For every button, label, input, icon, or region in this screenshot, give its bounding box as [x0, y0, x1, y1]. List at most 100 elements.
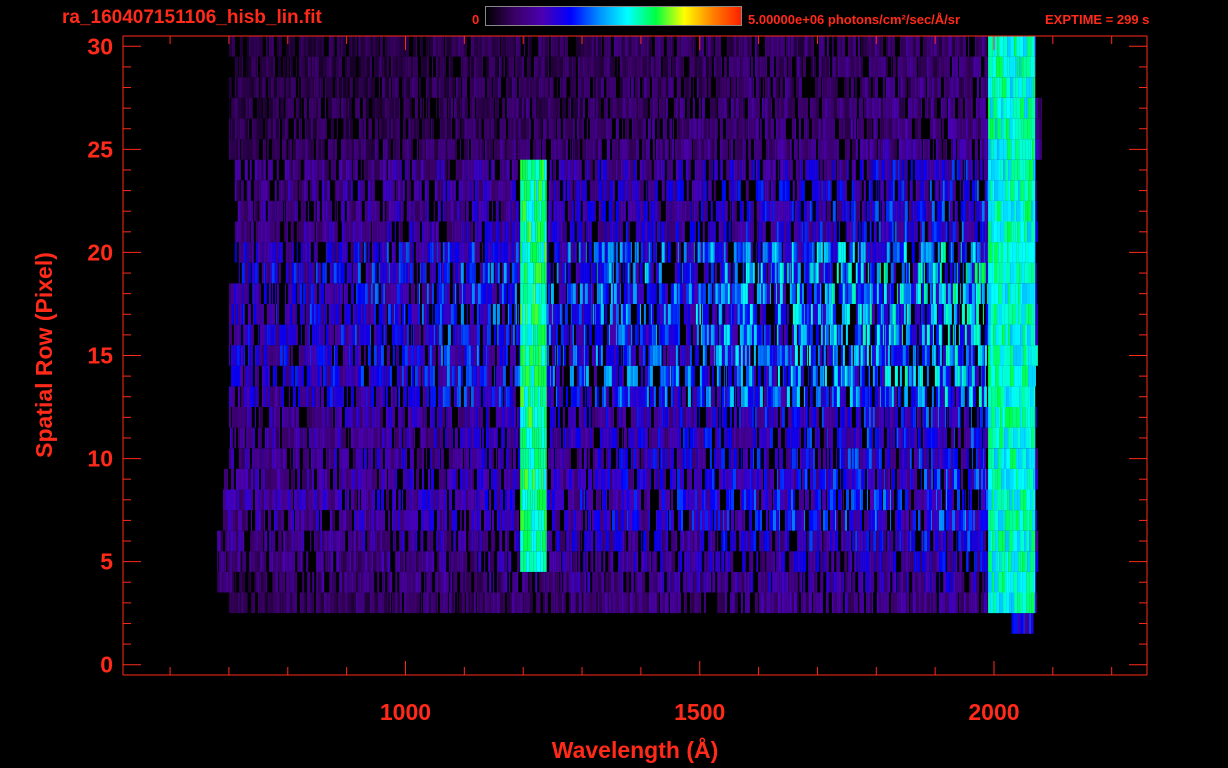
- spectrum-pixel-row-9: [302, 468, 304, 490]
- spectrum-pixel-row-10: [251, 448, 253, 469]
- spectrum-pixel-row-16: [245, 324, 248, 346]
- spectrum-pixel-row-17: [558, 304, 560, 325]
- spectrum-pixel-row-10: [306, 448, 309, 469]
- spectrum-pixel-row-3: [946, 592, 949, 614]
- spectrum-pixel-row-8: [455, 489, 456, 511]
- spectrum-pixel-row-13: [231, 386, 235, 407]
- spectrum-pixel-row-3: [331, 592, 334, 614]
- spectrum-pixel-row-3: [554, 592, 556, 614]
- spectrum-pixel-row-11: [878, 427, 881, 449]
- spectrum-pixel-row-13: [891, 386, 894, 407]
- spectrum-pixel-row-14: [967, 365, 969, 387]
- spectrum-pixel-row-17: [721, 304, 723, 325]
- spectrum-pixel-row-6: [261, 530, 264, 552]
- spectrum-pixel-row-13: [629, 386, 633, 407]
- spectrum-pixel-row-15: [712, 345, 714, 366]
- spectrum-pixel-row-3: [315, 592, 319, 614]
- spectrum-pixel-row-4: [688, 571, 691, 593]
- spectrum-pixel-row-9: [828, 468, 831, 490]
- spectrum-pixel-row-14: [387, 365, 390, 387]
- spectrum-pixel-row-14: [460, 365, 463, 387]
- spectrum-pixel-row-5: [844, 551, 848, 572]
- spectrum-pixel-row-8: [362, 489, 365, 511]
- spectrum-pixel-row-16: [418, 324, 421, 346]
- spectrum-pixel-row-15: [781, 345, 784, 366]
- spectrum-pixel-row-6: [661, 530, 663, 552]
- spectrum-pixel-row-8: [574, 489, 577, 511]
- spectrum-pixel-row-12: [865, 407, 869, 428]
- spectrum-pixel-row-10: [472, 448, 475, 469]
- spectrum-pixel-row-8: [689, 489, 691, 511]
- spectrum-pixel-row-15: [334, 345, 338, 366]
- spectrum-pixel-row-11: [575, 427, 577, 449]
- spectrum-pixel-row-7: [627, 510, 628, 531]
- spectrum-pixel-row-7: [393, 510, 395, 531]
- spectrum-pixel-row-13: [558, 386, 562, 407]
- spectrum-pixel-row-10: [615, 448, 617, 469]
- spectrum-pixel-row-15: [397, 345, 399, 366]
- spectrum-pixel-row-8: [408, 489, 409, 511]
- spectrum-pixel-row-14: [608, 365, 612, 387]
- spectrum-pixel-row-13: [308, 386, 312, 407]
- spectrum-pixel-row-13: [795, 386, 797, 407]
- spectrum-pixel-row-13: [370, 386, 374, 407]
- spectrum-pixel-row-5: [864, 551, 867, 572]
- spectrum-pixel-row-12: [362, 407, 365, 428]
- spectrum-pixel-row-17: [841, 304, 845, 325]
- spectrum-pixel-row-7: [484, 510, 486, 531]
- spectrum-pixel-row-3: [850, 592, 854, 614]
- spectrum-pixel-row-9: [934, 468, 937, 490]
- spectrum-pixel-row-6: [335, 530, 339, 552]
- spectrum-pixel-row-17: [971, 304, 975, 325]
- spectrum-pixel-row-17: [513, 304, 515, 325]
- spectrum-pixel-row-14: [342, 365, 346, 387]
- spectrum-pixel-row-8: [423, 489, 426, 511]
- spectrum-pixel-row-4: [570, 571, 572, 593]
- spectrum-pixel-row-14: [815, 365, 817, 387]
- spectrum-pixel-row-17: [362, 304, 364, 325]
- spectrum-pixel-row-9: [672, 468, 675, 490]
- spectrum-pixel-row-7: [700, 510, 702, 531]
- spectrum-pixel-row-11: [555, 427, 557, 449]
- spectrum-pixel-row-7: [276, 510, 277, 531]
- spectrum-pixel-row-5: [508, 551, 512, 572]
- spectrum-pixel-row-9: [682, 468, 684, 490]
- spectrum-pixel-row-13: [301, 386, 303, 407]
- spectrum-pixel-row-11: [303, 427, 307, 449]
- spectrum-pixel-row-4: [620, 571, 622, 593]
- spectrum-pixel-row-16: [328, 324, 330, 346]
- spectrum-pixel-row-11: [408, 427, 411, 449]
- spectrum-pixel-row-13: [658, 386, 661, 407]
- spectrum-pixel-row-11: [553, 427, 556, 449]
- spectrum-pixel-row-11: [667, 427, 670, 449]
- spectrum-pixel-row-14: [351, 365, 353, 387]
- spectrum-pixel-row-16: [1034, 324, 1038, 346]
- spectrum-pixel-row-6: [778, 530, 780, 552]
- spectrum-pixel-row-8: [851, 489, 853, 511]
- spectrum-pixel-row-4: [884, 571, 888, 593]
- spectrum-pixel-row-5: [232, 551, 236, 572]
- spectrum-pixel-row-7: [871, 510, 872, 531]
- spectrum-pixel-row-11: [318, 427, 320, 449]
- spectrum-pixel-row-14: [718, 365, 721, 387]
- spectrum-pixel-row-13: [899, 386, 901, 407]
- spectrum-pixel-row-9: [633, 468, 634, 490]
- spectrum-pixel-row-13: [601, 386, 604, 407]
- spectrum-pixel-row-13: [859, 386, 862, 407]
- spectrum-pixel-row-3: [754, 592, 758, 614]
- spectrum-pixel-row-13: [407, 386, 409, 407]
- spectrum-pixel-row-11: [659, 427, 663, 449]
- spectrum-pixel-row-13: [368, 386, 371, 407]
- spectrum-pixel-row-10: [812, 448, 815, 469]
- spectrum-pixel-row-11: [838, 427, 842, 449]
- spectrum-pixel-row-11: [239, 427, 243, 449]
- spectrum-pixel-row-15: [545, 345, 548, 366]
- spectrum-pixel-row-3: [342, 592, 345, 614]
- spectrum-pixel-row-5: [857, 551, 860, 572]
- spectrum-pixel-row-17: [736, 304, 738, 325]
- spectrum-pixel-row-16: [571, 324, 573, 346]
- spectrum-pixel-row-6: [225, 530, 228, 552]
- spectrum-pixel-row-4: [418, 571, 422, 593]
- spectrum-pixel-row-8: [351, 489, 354, 511]
- spectrum-pixel-row-11: [665, 427, 668, 449]
